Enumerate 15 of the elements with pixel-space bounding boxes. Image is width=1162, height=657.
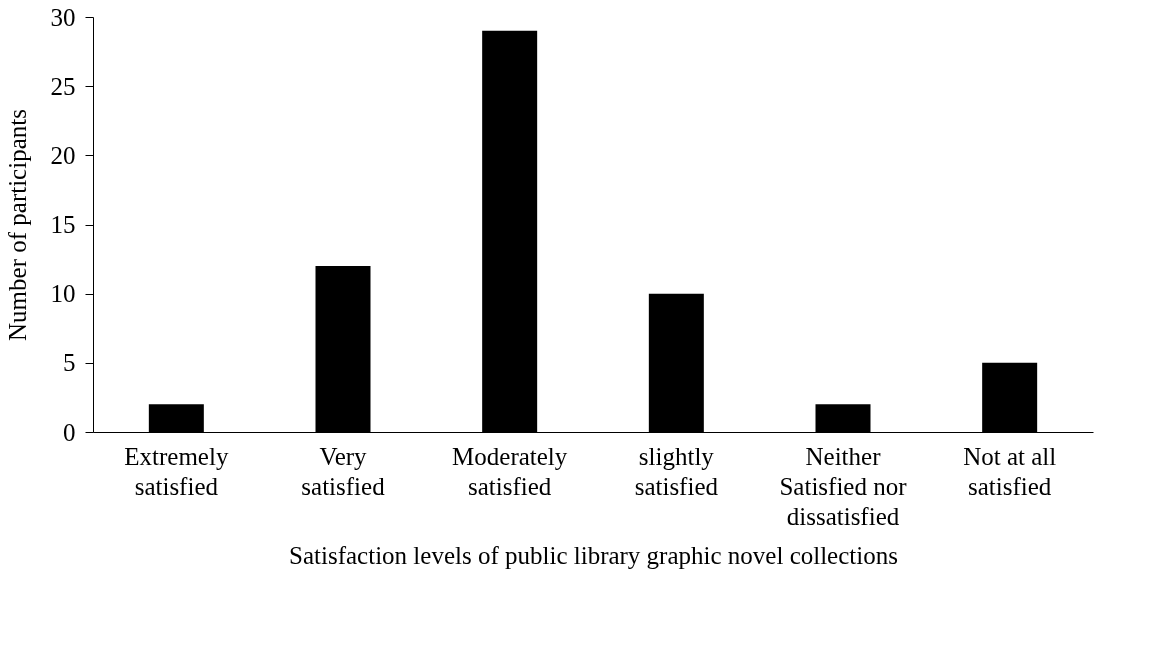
y-tick-label: 30 — [50, 3, 76, 31]
x-axis-title: Satisfaction levels of public library graphic novel collections — [289, 541, 898, 569]
y-tick-label: 10 — [50, 280, 76, 308]
y-tick-label: 20 — [50, 141, 76, 169]
x-tick-label: slightly satisfied — [634, 442, 719, 500]
y-tick-label: 15 — [50, 211, 76, 238]
y-tick-label: 5 — [63, 349, 76, 377]
y-tick-label: 0 — [63, 418, 76, 446]
y-axis-title: Number of participants — [3, 109, 31, 341]
x-tick-label: Very satisfied — [301, 442, 386, 500]
x-tick-label: Extremely satisfied — [124, 442, 229, 500]
x-tick-label: Neither Satisfied nor dissatisfied — [779, 442, 908, 530]
x-tick-label: Not at all satisfied — [963, 442, 1057, 500]
x-tick-label: Moderately satisfied — [452, 442, 568, 500]
y-tick-label: 25 — [50, 72, 76, 100]
